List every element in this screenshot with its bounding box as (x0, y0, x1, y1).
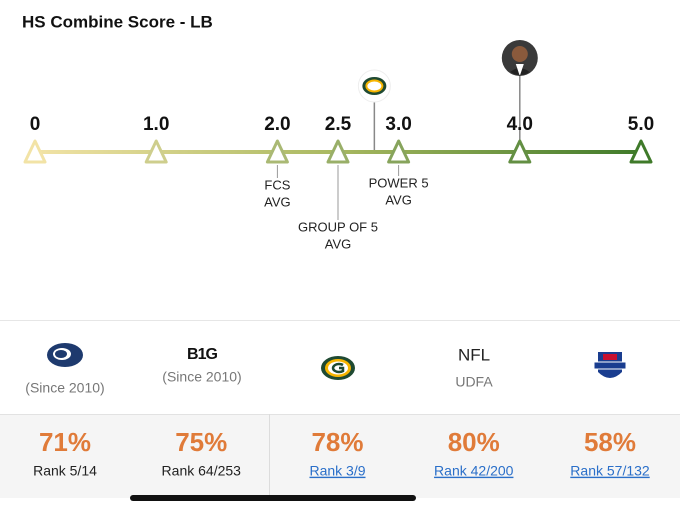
tick-label: 4.0 (507, 114, 533, 135)
rank-link[interactable]: Rank 57/132 (570, 463, 650, 479)
team-logo (367, 81, 382, 91)
tick-triangle (265, 139, 289, 164)
rank: Rank 64/253 (162, 463, 242, 479)
divider (0, 414, 680, 415)
stats: 71% Rank 5/14 75% Rank 64/253 78% Rank 3/9 80%… (33, 427, 650, 479)
percent: 71% (39, 427, 91, 457)
heading: NFL (458, 345, 490, 364)
penn-state-logo (47, 343, 83, 367)
percent: 75% (175, 427, 227, 457)
tick-label: 0 (30, 114, 41, 135)
tick-triangle (144, 139, 168, 164)
tick-label: 5.0 (628, 114, 654, 135)
tick-triangle (23, 139, 47, 164)
packers-logo (321, 356, 355, 380)
average-label: AVG (264, 194, 291, 209)
title: HS Combine Score - LB (22, 12, 213, 31)
scale: 0 1.0 2.0 2.5 3.0 4.0 5.0 FCS AVG GROUP OF 5 AVG PO… (23, 40, 654, 251)
draft-logo (593, 352, 627, 378)
divider (0, 320, 680, 321)
percent: 58% (584, 427, 636, 457)
stats-panel (0, 414, 680, 498)
big-ten-logo: B1G (187, 346, 217, 363)
average-label: POWER 5 (369, 175, 429, 190)
tick-triangle (508, 139, 532, 164)
percent: 78% (311, 427, 363, 457)
caption: UDFA (455, 374, 493, 390)
caption: (Since 2010) (162, 369, 241, 385)
average-label: AVG (385, 192, 412, 207)
player-shirt (515, 64, 524, 75)
average-label: GROUP OF 5 (298, 219, 378, 234)
player-face (511, 46, 528, 62)
tick-label: 3.0 (385, 114, 411, 135)
tick-label: 2.0 (264, 114, 290, 135)
caption: (Since 2010) (25, 380, 104, 396)
tick-triangle (387, 139, 411, 164)
average-label: AVG (325, 236, 352, 251)
tick-triangle (629, 139, 653, 164)
home-indicator (130, 495, 416, 501)
tick-triangle (326, 139, 350, 164)
rank-link[interactable]: Rank 42/200 (434, 463, 514, 479)
divider (269, 414, 270, 498)
rank: Rank 5/14 (33, 463, 97, 479)
percent: 80% (448, 427, 500, 457)
average-label: FCS (264, 177, 290, 192)
rank-link[interactable]: Rank 3/9 (309, 463, 365, 479)
tick-label: 2.5 (325, 114, 352, 135)
tick-label: 1.0 (143, 114, 169, 135)
